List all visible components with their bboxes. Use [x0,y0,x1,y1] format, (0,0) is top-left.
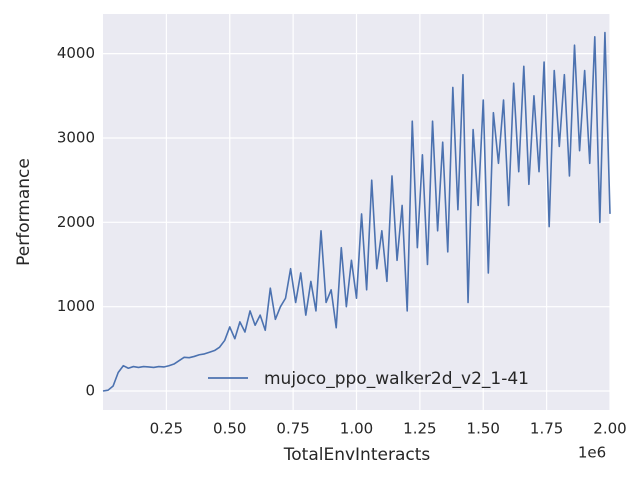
x-tick-label: 0.50 [213,420,246,438]
x-tick-label: 2.00 [593,420,626,438]
y-tick-label: 0 [85,382,95,400]
x-tick-label: 1.25 [403,420,436,438]
legend-label: mujoco_ppo_walker2d_v2_1-41 [264,369,529,389]
x-tick-label: 1.75 [530,420,563,438]
x-tick-label: 0.75 [276,420,309,438]
y-tick-label: 4000 [57,44,95,62]
x-tick-label: 1.00 [340,420,373,438]
y-tick-label: 2000 [57,213,95,231]
x-offset-label: 1e6 [578,444,606,462]
x-tick-label: 1.50 [467,420,500,438]
x-axis-label: TotalEnvInteracts [283,445,431,465]
y-tick-label: 3000 [57,128,95,146]
y-axis-label: Performance [14,158,34,266]
data-line [102,31,611,392]
x-tick-label: 0.25 [150,420,183,438]
y-tick-label: 1000 [57,297,95,315]
